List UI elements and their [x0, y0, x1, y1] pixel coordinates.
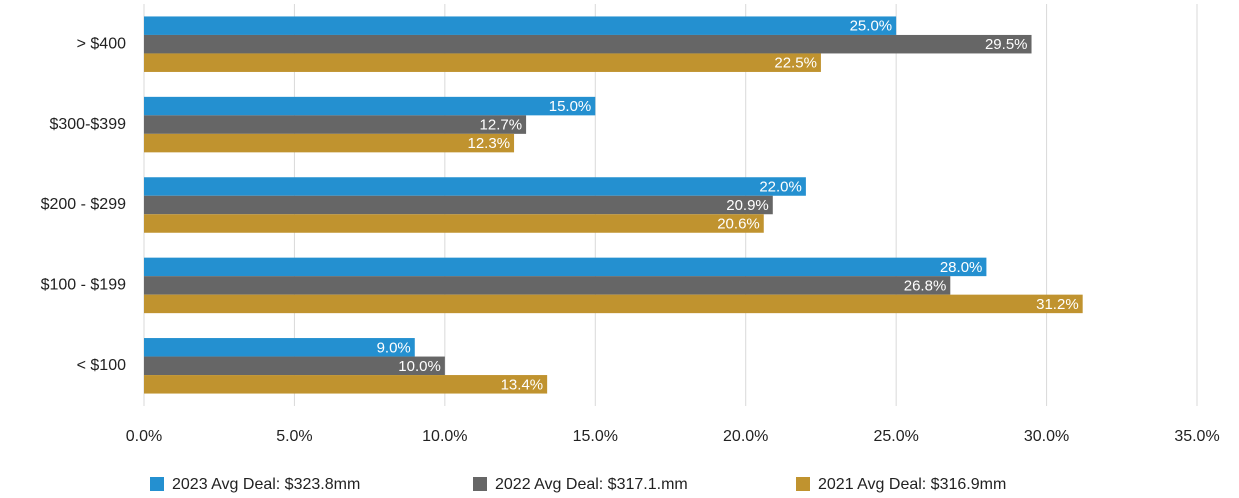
value-label: 31.2%: [1036, 296, 1079, 313]
bar: [144, 195, 773, 215]
value-label: 29.5%: [985, 36, 1028, 53]
value-label: 10.0%: [398, 358, 441, 375]
bar: [144, 214, 764, 233]
bar: [144, 338, 415, 357]
y-tick-label: $100 - $199: [41, 277, 127, 294]
x-tick-label: 5.0%: [276, 428, 312, 445]
value-label: 26.8%: [904, 277, 947, 294]
x-tick-label: 10.0%: [422, 428, 467, 445]
x-tick-label: 15.0%: [573, 428, 618, 445]
x-tick-label: 20.0%: [723, 428, 768, 445]
x-tick-label: 30.0%: [1024, 428, 1069, 445]
legend-label: 2023 Avg Deal: $323.8mm: [172, 476, 360, 493]
legend-swatch: [796, 477, 810, 491]
value-label: 13.4%: [501, 376, 544, 393]
legend-swatch: [150, 477, 164, 491]
value-label: 15.0%: [549, 98, 592, 115]
value-label: 28.0%: [940, 259, 983, 276]
bar: [144, 133, 515, 153]
value-label: 22.0%: [759, 178, 802, 195]
legend-swatch: [473, 477, 487, 491]
x-tick-label: 25.0%: [873, 428, 918, 445]
bar: [144, 257, 987, 277]
bar: [144, 375, 548, 394]
value-label: 20.9%: [726, 197, 769, 214]
x-tick-label: 0.0%: [126, 428, 162, 445]
x-tick-label: 35.0%: [1174, 428, 1219, 445]
value-label: 12.3%: [468, 135, 511, 152]
value-label: 22.5%: [774, 55, 817, 72]
bar: [144, 34, 1032, 54]
y-tick-label: $200 - $299: [41, 196, 127, 213]
value-label: 9.0%: [377, 339, 411, 356]
bar: [144, 16, 897, 35]
y-tick-label: > $400: [77, 35, 126, 52]
bar: [144, 177, 806, 196]
bar: [144, 276, 951, 295]
value-label: 20.6%: [717, 215, 760, 232]
bar: [144, 53, 821, 72]
legend-label: 2022 Avg Deal: $317.1.mm: [495, 476, 688, 493]
bar: [144, 356, 445, 376]
value-label: 25.0%: [850, 18, 893, 35]
bar: [144, 294, 1083, 314]
bar: [144, 96, 596, 116]
bar: [144, 115, 527, 134]
value-label: 12.7%: [480, 117, 523, 134]
y-tick-label: < $100: [77, 357, 126, 374]
legend-label: 2021 Avg Deal: $316.9mm: [818, 476, 1006, 493]
y-tick-label: $300-$399: [49, 116, 126, 133]
